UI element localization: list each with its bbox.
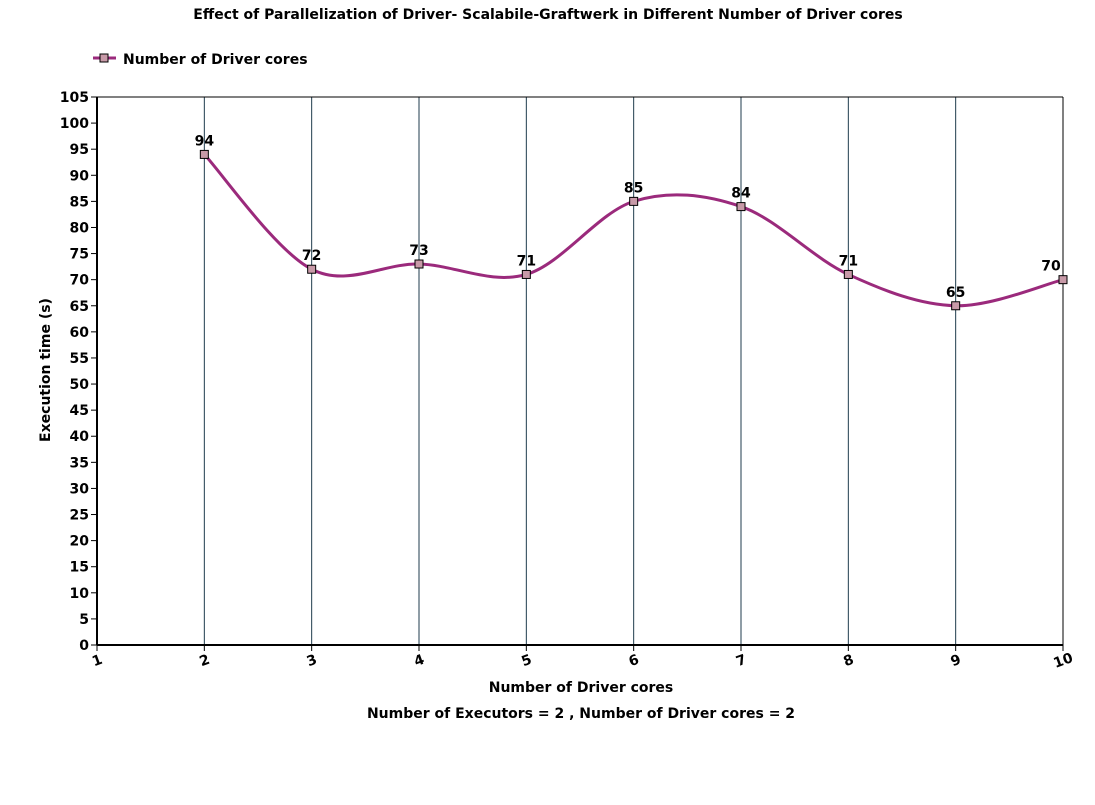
legend-marker [99,53,109,63]
x-tick-label: 4 [412,652,427,670]
y-tick-label: 30 [70,481,90,497]
y-tick-label: 10 [70,586,90,602]
series [199,149,1068,311]
y-tick-labels: 0 5 10 15 20 25 30 35 40 45 50 55 60 65 70 75 80 85 90 95 10… [60,90,89,654]
x-tick-label: 10 [1051,650,1075,672]
y-axis-title: Execution time (s) [38,298,54,442]
data-label-7: 84 [731,186,751,202]
x-tick-label: 6 [627,652,642,670]
y-tick-label: 80 [70,220,90,236]
data-point-10 [1058,275,1068,285]
x-tick-label: 3 [305,652,320,670]
y-tick-label: 65 [70,299,89,315]
x-tick-label: 1 [90,652,105,670]
y-tick-label: 100 [60,116,89,132]
data-label-2: 94 [195,133,215,149]
y-tick-label: 45 [70,403,89,419]
y-tick-label: 70 [70,273,90,289]
y-tick-label: 0 [79,638,89,654]
grid-lines [203,97,1064,645]
y-tick-label: 60 [70,325,90,341]
data-point-9 [951,301,961,311]
data-point-3 [307,264,317,274]
y-tick-label: 55 [70,351,89,367]
y-tick-label: 40 [70,429,90,445]
y-tick-label: 15 [70,560,89,576]
data-point-4 [414,259,424,269]
chart-subtitle: Number of Executors = 2 , Number of Driv… [367,706,795,722]
y-tick-label: 20 [70,534,90,550]
y-tick-label: 75 [70,247,89,263]
y-tick-label: 25 [70,508,89,524]
chart-title: Effect of Parallelization of Driver- Sca… [193,7,902,23]
data-label-10: 70 [1041,259,1061,275]
data-label-3: 72 [302,248,321,264]
y-tick-label: 105 [60,90,89,106]
data-label-8: 71 [839,253,858,269]
x-axis-title: Number of Driver cores [489,680,674,696]
y-tick-label: 90 [70,168,90,184]
y-tick-label: 35 [70,455,89,471]
x-tick-label: 7 [734,652,749,670]
data-point-7 [736,202,746,212]
legend-label: Number of Driver cores [123,52,308,68]
x-tick-label: 2 [197,652,212,670]
data-point-6 [629,196,639,206]
x-tick-label: 8 [841,652,856,670]
axes [91,96,1064,651]
data-label-6: 85 [624,180,643,196]
data-point-5 [521,269,531,279]
y-tick-label: 5 [79,612,89,628]
y-tick-label: 95 [70,142,89,158]
data-point-8 [843,269,853,279]
y-tick-label: 50 [70,377,90,393]
data-label-5: 71 [517,253,536,269]
y-tick-label: 85 [70,194,89,210]
data-labels: 94 72 73 71 85 84 71 65 70 [195,133,1061,300]
x-tick-labels: 1 2 3 4 5 6 7 8 9 10 [90,650,1075,672]
data-label-4: 73 [409,243,428,259]
x-tick-label: 9 [949,652,964,670]
x-tick-label: 5 [519,652,534,670]
data-point-2 [199,149,209,159]
data-label-9: 65 [946,285,965,301]
legend: Number of Driver cores [93,52,308,68]
